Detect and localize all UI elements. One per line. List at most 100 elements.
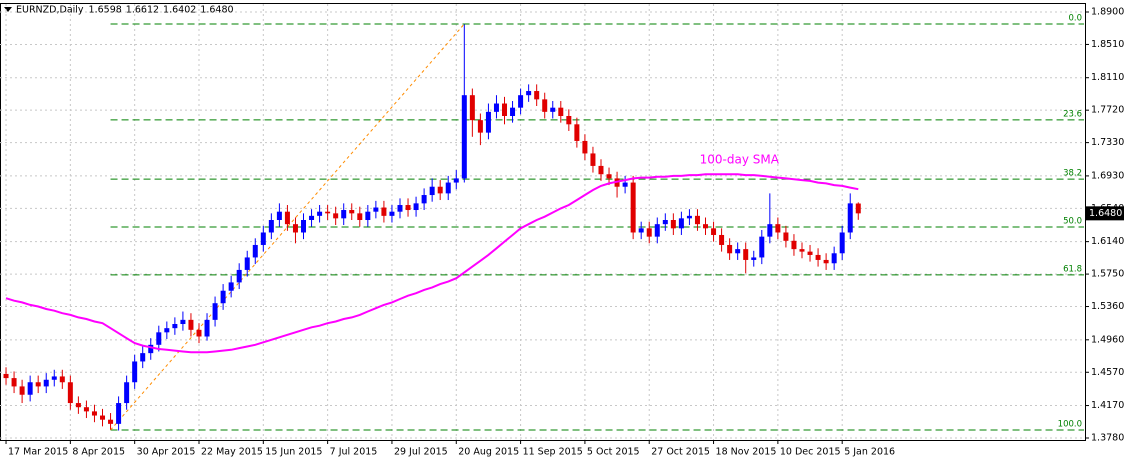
y-tick-label: 1.4570 [1091,367,1124,378]
candle-body [445,182,451,194]
x-tick-label: 11 Sep 2015 [523,447,583,458]
last-price-box [1086,206,1124,221]
header-ohlc: 1.6402 [163,5,196,16]
candle-body [791,240,797,250]
candle-body [670,220,676,229]
x-tick-label: 5 Oct 2015 [587,447,640,458]
candle-body [855,203,861,214]
candle-body [75,403,81,408]
candle-body [453,178,459,183]
candle-body [437,186,443,194]
x-tick-label: 10 Dec 2015 [780,447,841,458]
candle-body [156,332,162,345]
candle-body [815,254,821,260]
candle-body [807,251,813,255]
candle-body [638,228,644,233]
candle-body [124,382,130,404]
candle-body [783,232,789,241]
candle-body [502,103,508,116]
candle-body [148,344,154,354]
candle-body [389,211,395,216]
fib-label: 61.8 [1063,264,1082,274]
candle-body [646,228,652,237]
x-tick-label: 22 May 2015 [201,447,263,458]
candle-body [51,376,57,380]
candle-body [743,249,749,260]
candle-body [397,205,403,212]
y-tick-label: 1.4960 [1091,334,1124,345]
x-tick-label: 15 Jun 2015 [265,447,322,458]
candle-body [606,174,612,179]
x-tick-label: 7 Jul 2015 [330,447,378,458]
candle-body [461,95,467,179]
candle-body [694,215,700,225]
y-tick-label: 1.6140 [1091,236,1124,247]
x-tick-label: 18 Nov 2015 [716,447,777,458]
fib-label: 23.6 [1063,109,1082,119]
candle-body [550,107,556,112]
fib-label: 100.0 [1058,420,1082,430]
candle-body [244,257,250,270]
candle-body [485,111,491,133]
x-tick-label: 17 Mar 2015 [8,447,68,458]
candle-body [678,218,684,229]
sma-line [5,173,859,354]
candle-body [228,282,234,291]
candle-body [510,107,516,116]
x-tick-label: 29 Jul 2015 [394,447,448,458]
candle-body [775,224,781,233]
candle-body [180,319,186,325]
candle-body [847,203,853,233]
candle-body [630,182,636,233]
candle-body [260,232,266,245]
last-price-label: 1.6480 [1089,208,1122,219]
candle-body [751,257,757,260]
candle-body [767,224,773,237]
candle-body [526,91,532,96]
candle-body [469,95,475,121]
candle-body [196,329,202,337]
candle-body [534,91,540,100]
y-tick-label: 1.8110 [1091,72,1124,83]
candle-body [662,220,668,225]
candle-body [735,249,741,254]
x-tick-label: 5 Jan 2016 [844,447,895,458]
candle-body [236,269,242,283]
candle-body [493,103,499,112]
symbol-icon [4,7,12,12]
header-ohlc: 1.6598 [89,5,122,16]
x-tick-label: 27 Oct 2015 [651,447,710,458]
fib-label: 38.2 [1063,169,1082,179]
candle-body [309,215,315,221]
y-tick-label: 1.8900 [1091,6,1124,17]
candle-body [799,249,805,252]
candle-body [325,211,331,214]
candle-body [598,165,604,175]
candle-body [373,207,379,212]
sma-annotation: 100-day SMA [700,153,780,167]
candle-body [381,207,387,216]
candle-body [839,232,845,254]
candle-body [582,140,588,154]
candle-body [164,328,170,333]
candle-body [91,411,97,416]
candle-body [83,407,89,412]
candle-body [831,253,837,264]
y-tick-label: 1.6930 [1091,170,1124,181]
candle-body [301,220,307,233]
candle-body [27,382,33,395]
candle-body [100,415,106,420]
candle-body [823,259,829,264]
candle-body [284,211,290,225]
y-tick-label: 1.5750 [1091,269,1124,280]
y-tick-label: 1.8510 [1091,39,1124,50]
candle-body [686,215,692,219]
candle-body [11,378,17,387]
candle-body [759,236,765,258]
candle-body [188,319,194,330]
candle-body [413,203,419,211]
candle-body [43,379,49,387]
candle-body [654,224,660,237]
candle-body [477,120,483,133]
